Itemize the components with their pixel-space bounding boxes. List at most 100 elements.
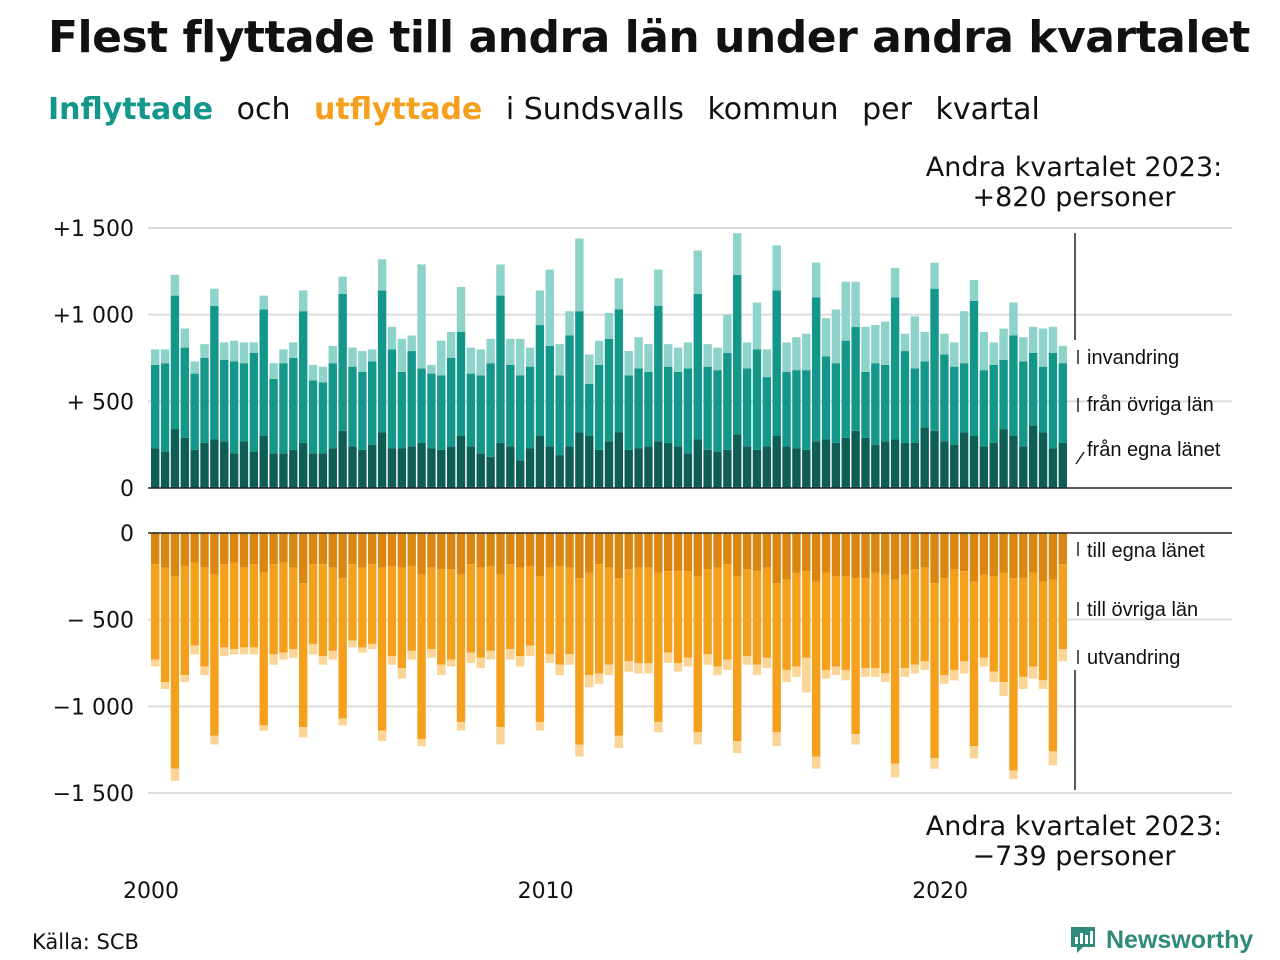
bar-out-own-county — [160, 533, 170, 568]
bar-out-own-county — [654, 533, 663, 573]
bar-in-other-county — [999, 359, 1008, 430]
bar-in-own-county — [762, 446, 772, 488]
bar-out-own-county — [989, 533, 998, 577]
bar-in-own-county — [417, 442, 426, 488]
bar-out-emigration — [742, 656, 752, 665]
bar-out-other-county — [959, 571, 969, 662]
bar-in-other-county — [1048, 352, 1058, 449]
bar-in-own-county — [663, 442, 673, 488]
bar-in-own-county — [1038, 432, 1048, 488]
bar-in-other-county — [466, 373, 476, 447]
bar-out-own-county — [811, 533, 821, 582]
bar-out-own-county — [585, 533, 594, 573]
bar-out-other-county — [713, 567, 722, 667]
bar-out-emigration — [792, 666, 801, 677]
bar-out-other-county — [516, 567, 525, 657]
bar-out-own-county — [446, 533, 456, 570]
bar-in-immigration — [723, 314, 732, 353]
bar-out-other-county — [762, 567, 772, 658]
bar-in-own-county — [802, 449, 811, 488]
bar-out-emigration — [190, 645, 199, 655]
bar-in-other-county — [368, 361, 377, 445]
bar-out-other-county — [752, 571, 762, 665]
bar-in-immigration — [298, 290, 308, 312]
bar-in-immigration — [999, 328, 1008, 360]
bar-out-other-county — [634, 567, 643, 663]
bar-in-own-county — [545, 446, 554, 488]
bar-out-emigration — [545, 654, 554, 663]
bar-out-emigration — [535, 721, 545, 731]
bar-out-own-county — [170, 533, 180, 577]
bar-in-immigration — [259, 295, 268, 310]
bar-out-other-county — [703, 569, 712, 655]
y-tick-label-bottom: −1 000 — [53, 695, 134, 720]
bar-out-emigration — [476, 657, 485, 669]
bar-out-emigration — [782, 669, 791, 683]
bar-out-other-county — [663, 571, 673, 653]
bar-out-emigration — [516, 656, 525, 667]
bar-in-other-county — [920, 361, 929, 428]
bar-in-own-county — [377, 432, 387, 488]
bar-out-emigration — [989, 671, 998, 683]
bar-out-emigration — [1028, 666, 1038, 679]
bar-out-other-county — [308, 564, 318, 644]
bar-out-own-county — [959, 533, 969, 572]
bar-in-immigration — [614, 278, 624, 310]
bar-out-own-county — [555, 533, 564, 566]
bar-in-immigration — [535, 290, 545, 326]
bar-in-immigration — [713, 347, 722, 371]
bar-out-own-county — [377, 533, 387, 568]
bar-out-own-county — [269, 533, 278, 565]
bar-out-own-county — [565, 533, 574, 568]
bar-out-own-county — [437, 533, 446, 570]
bar-in-immigration — [851, 281, 860, 327]
bar-out-own-county — [466, 533, 476, 565]
bar-out-own-county — [831, 533, 841, 577]
subtitle-kommun: kommun — [707, 92, 839, 127]
bar-out-own-county — [417, 533, 426, 575]
x-tick-label: 2000 — [123, 879, 179, 904]
bar-in-own-county — [703, 449, 712, 488]
bar-out-other-county — [900, 574, 910, 669]
bar-in-other-county — [318, 382, 328, 454]
bar-out-other-county — [407, 565, 416, 651]
bar-out-own-county — [407, 533, 416, 566]
bar-in-own-county — [585, 436, 594, 488]
bar-in-immigration — [634, 337, 643, 369]
bar-in-immigration — [368, 349, 377, 362]
bar-out-own-county — [624, 533, 633, 570]
bar-out-other-county — [733, 576, 742, 741]
bar-out-emigration — [673, 663, 683, 672]
bar-in-other-county — [910, 368, 920, 443]
bar-out-other-county — [368, 564, 377, 644]
bar-out-own-county — [871, 533, 880, 573]
bar-out-own-county — [525, 533, 535, 566]
bar-out-other-county — [456, 574, 466, 722]
bar-in-immigration — [1038, 328, 1048, 367]
bar-out-emigration — [279, 652, 288, 660]
bar-in-other-county — [693, 293, 702, 440]
bar-in-own-county — [239, 441, 249, 488]
bar-in-immigration — [466, 347, 476, 374]
bar-in-own-county — [269, 453, 278, 488]
bar-in-own-county — [604, 441, 614, 488]
bar-in-immigration — [269, 363, 278, 379]
bar-out-other-county — [940, 578, 949, 676]
bar-out-own-county — [594, 533, 604, 565]
bar-in-other-county — [289, 358, 298, 450]
bar-out-own-county — [289, 533, 298, 568]
bar-in-immigration — [180, 328, 189, 348]
bar-in-immigration — [358, 351, 367, 372]
bar-out-emigration — [634, 663, 643, 674]
bar-in-own-county — [614, 432, 624, 488]
bar-out-emigration — [900, 668, 910, 677]
bar-in-own-county — [259, 436, 268, 488]
subtitle-per: per — [862, 92, 912, 127]
bar-out-emigration — [210, 735, 219, 745]
bar-out-own-county — [308, 533, 318, 565]
bar-in-own-county — [1028, 425, 1038, 488]
bar-out-emigration — [851, 734, 860, 745]
bar-in-own-county — [437, 449, 446, 488]
bar-in-immigration — [969, 280, 979, 301]
bar-in-other-county — [881, 364, 890, 442]
